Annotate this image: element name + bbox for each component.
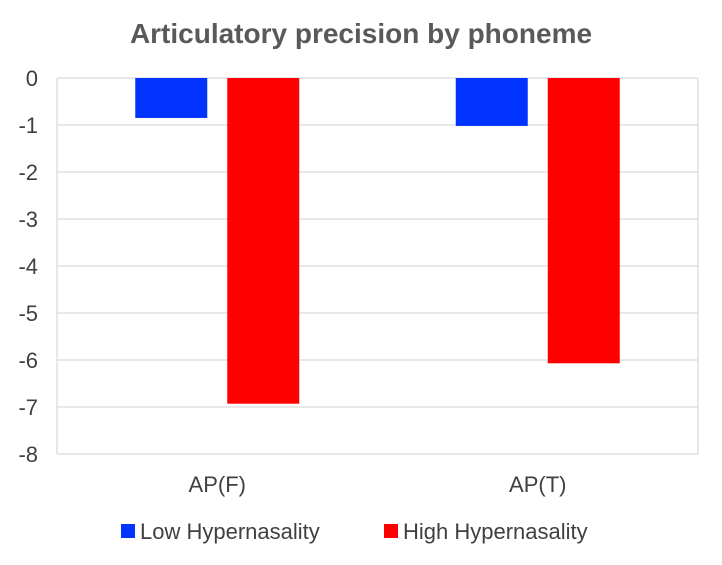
bar (547, 78, 620, 364)
y-tick-label: -7 (18, 395, 38, 420)
legend: Low Hypernasality High Hypernasality (121, 519, 588, 544)
bar (227, 78, 300, 404)
y-tick-label: -2 (18, 160, 38, 185)
y-tick-label: -1 (18, 113, 38, 138)
x-category-label: AP(T) (509, 472, 566, 497)
bar (455, 78, 528, 126)
y-tick-label: -4 (18, 254, 38, 279)
y-tick-label: -8 (18, 442, 38, 467)
legend-swatch (384, 524, 398, 538)
y-axis: 0 -1 -2 -3 -4 -5 -6 -7 -8 (18, 66, 38, 467)
chart-title: Articulatory precision by phoneme (130, 18, 592, 49)
legend-label: Low Hypernasality (140, 519, 320, 544)
x-category-label: AP(F) (189, 472, 246, 497)
y-tick-label: -3 (18, 207, 38, 232)
gridlines (56, 77, 699, 455)
y-tick-label: 0 (26, 66, 38, 91)
x-axis: AP(F) AP(T) (189, 472, 567, 497)
bars (135, 78, 620, 404)
legend-label: High Hypernasality (403, 519, 588, 544)
y-tick-label: -6 (18, 348, 38, 373)
legend-swatch (121, 524, 135, 538)
bar (135, 78, 208, 118)
y-tick-label: -5 (18, 301, 38, 326)
